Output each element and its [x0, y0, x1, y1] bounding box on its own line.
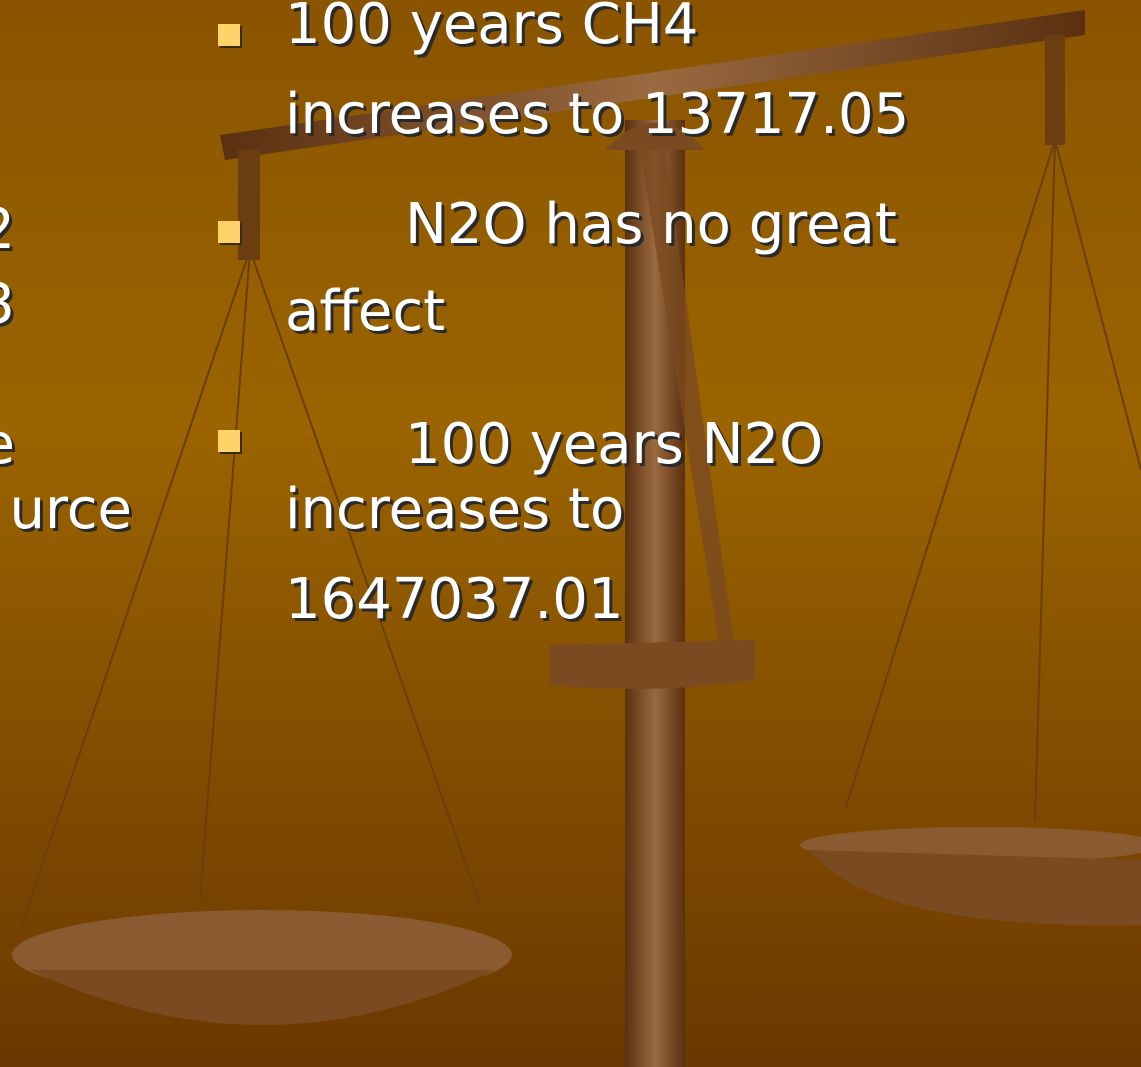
left-fragment: 3	[0, 275, 15, 335]
bullet	[218, 430, 240, 452]
bullet-line: 100 years CH4	[285, 0, 698, 55]
bullet-line: increases to 13717.05	[285, 85, 909, 145]
bullet-line: 1647037.01	[285, 570, 623, 630]
left-fragment: urce	[9, 480, 132, 540]
bullet-line: 100 years N2O	[405, 415, 823, 475]
bullet-line: N2O has no great	[405, 195, 897, 255]
left-fragment: 2	[0, 200, 15, 260]
bullet-line: affect	[285, 282, 445, 342]
slide: {"left_column": {"fragments": ["2", "3",…	[0, 0, 1141, 1067]
bullet	[218, 221, 240, 243]
left-fragment: e	[0, 415, 15, 475]
bullet	[218, 24, 240, 46]
bullet-line: increases to	[285, 480, 624, 540]
